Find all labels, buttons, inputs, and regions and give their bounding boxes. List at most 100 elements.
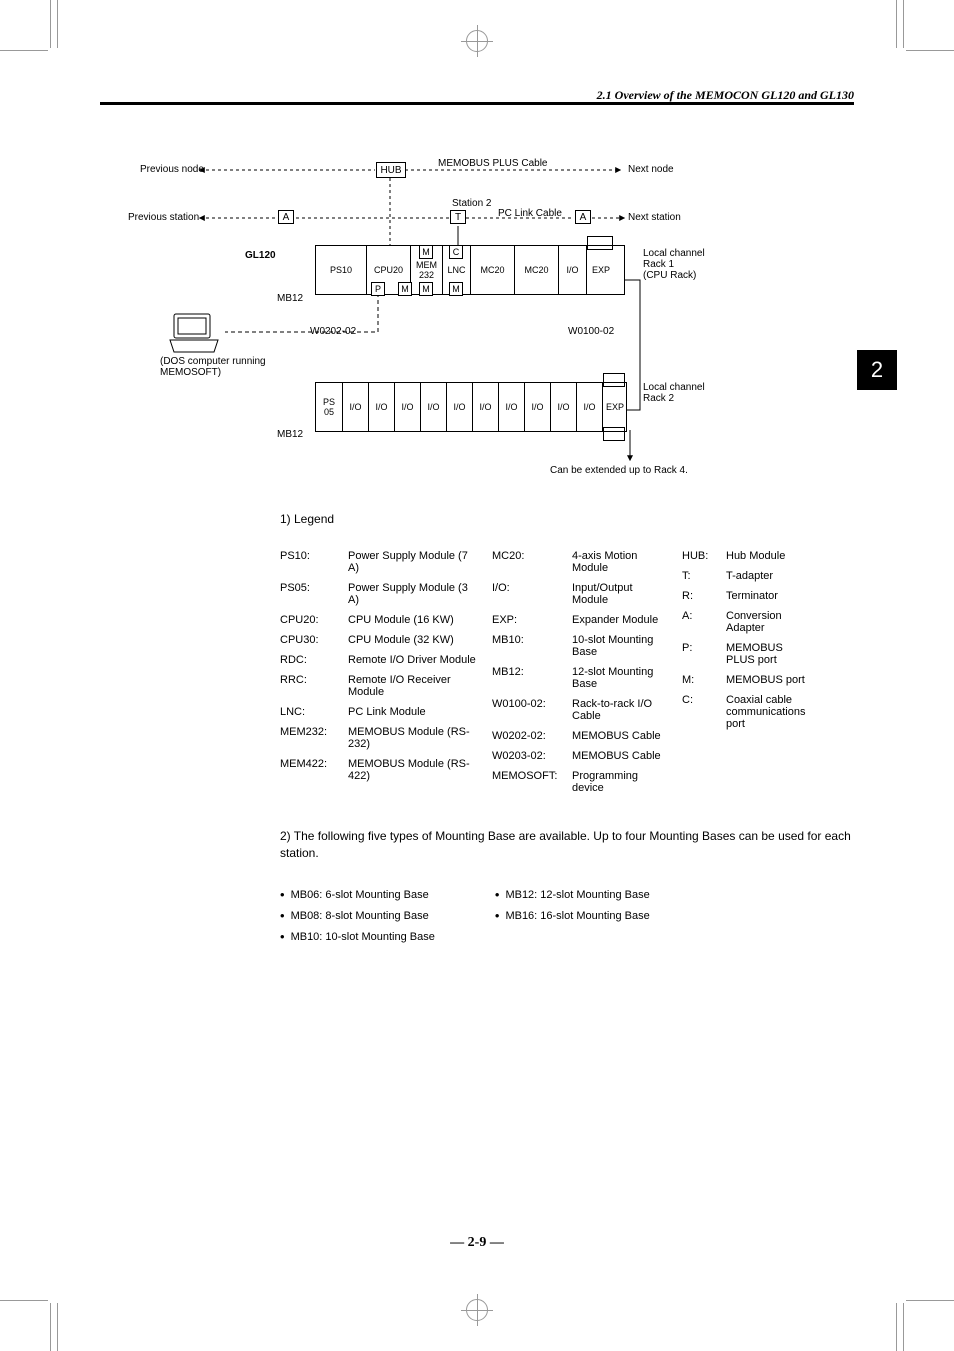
hub-box: HUB xyxy=(376,162,406,178)
page-number: — 2-9 — xyxy=(0,1235,954,1251)
local-ch-1: Local channel Rack 1 (CPU Rack) xyxy=(643,248,705,281)
dos-label: (DOS computer running MEMOSOFT) xyxy=(160,356,266,378)
crop-mark xyxy=(906,1300,954,1301)
legend-key: MEMOSOFT: xyxy=(492,770,562,794)
legend-key: RRC: xyxy=(280,674,338,698)
legend-key: HUB: xyxy=(682,550,716,562)
r2-slot-9: I/O xyxy=(550,383,576,431)
station2-label: Station 2 xyxy=(452,198,491,209)
legend-desc: Remote I/O Receiver Module xyxy=(348,674,478,698)
r2-slot-7: I/O xyxy=(498,383,524,431)
legend-desc: MEMOBUS Module (RS-422) xyxy=(348,758,478,782)
legend-key: A: xyxy=(682,610,716,634)
legend-key: W0203-02: xyxy=(492,750,562,762)
legend-desc: Terminator xyxy=(726,590,812,602)
legend-desc: Power Supply Module (3 A) xyxy=(348,582,478,606)
legend-col-3: HUB: Hub Module T: T-adapter R: Terminator A: C… xyxy=(682,550,812,794)
gl120-label: GL120 xyxy=(245,250,276,261)
legend-desc: 4-axis Motion Module xyxy=(572,550,668,574)
memobus-cable-label: MEMOBUS PLUS Cable xyxy=(438,158,547,169)
list-item: MB12: 12-slot Mounting Base xyxy=(495,886,650,901)
legend-key: I/O: xyxy=(492,582,562,606)
slot-mc20-1: MC20 xyxy=(470,246,514,294)
legend-desc: CPU Module (16 KW) xyxy=(348,614,478,626)
port-p: P xyxy=(371,282,385,296)
list-item: MB16: 16-slot Mounting Base xyxy=(495,907,650,922)
port-m2: M xyxy=(398,282,412,296)
crop-mark xyxy=(903,0,904,48)
legend-key: R: xyxy=(682,590,716,602)
slot-io: I/O xyxy=(558,246,586,294)
legend-key: MEM422: xyxy=(280,758,338,782)
legend-key: LNC: xyxy=(280,706,338,718)
rack-1: PS10 CPU20 MEM 232 LNC MC20 MC20 I/O EXP xyxy=(315,245,625,295)
legend-key: PS10: xyxy=(280,550,338,574)
port-m3: M xyxy=(419,282,433,296)
crop-mark xyxy=(903,1303,904,1351)
legend-table: PS10: Power Supply Module (7 A) PS05: Power… xyxy=(280,550,854,794)
list-item: MB06: 6-slot Mounting Base xyxy=(280,886,435,901)
next-station-label: Next station xyxy=(628,212,681,223)
computer-icon xyxy=(168,312,224,356)
port-m4: M xyxy=(449,282,463,296)
legend-desc: Hub Module xyxy=(726,550,812,562)
legend-desc: Remote I/O Driver Module xyxy=(348,654,478,666)
legend-desc: Power Supply Module (7 A) xyxy=(348,550,478,574)
legend-desc: Input/Output Module xyxy=(572,582,668,606)
exp-connector-3 xyxy=(603,427,625,441)
legend-key: CPU30: xyxy=(280,634,338,646)
legend-col-2: MC20:4-axis Motion ModuleI/O:Input/Outpu… xyxy=(492,550,668,794)
crop-mark xyxy=(896,0,897,48)
note-2: 2) The following five types of Mounting … xyxy=(280,828,854,862)
legend-desc: Programming device xyxy=(572,770,668,794)
slot-ps10: PS10 xyxy=(316,246,366,294)
exp-connector-2 xyxy=(603,373,625,387)
legend-key: W0202-02: xyxy=(492,730,562,742)
pc-link-cable-label: PC Link Cable xyxy=(498,208,562,219)
exp-connector xyxy=(587,236,613,250)
list-item: MB10: 10-slot Mounting Base xyxy=(280,928,435,943)
legend-desc: MEMOBUS PLUS port xyxy=(726,642,812,666)
crop-mark xyxy=(896,1303,897,1351)
r2-slot-6: I/O xyxy=(472,383,498,431)
legend-key: W0100-02: xyxy=(492,698,562,722)
a-adapter-2: A xyxy=(575,210,591,224)
prev-station-label: Previous station xyxy=(128,212,199,223)
header-rule xyxy=(100,102,854,105)
legend-desc: Rack-to-rack I/O Cable xyxy=(572,698,668,722)
r2-slot-4: I/O xyxy=(420,383,446,431)
legend-key: M: xyxy=(682,674,716,686)
prev-node-label: Previous node xyxy=(140,164,204,175)
legend-desc: Expander Module xyxy=(572,614,668,626)
crop-mark xyxy=(57,1303,58,1351)
legend-key: P: xyxy=(682,642,716,666)
slot-exp: EXP xyxy=(586,246,615,294)
legend-desc: 12-slot Mounting Base xyxy=(572,666,668,690)
mb12-label-1: MB12 xyxy=(277,293,303,304)
t-adapter: T xyxy=(450,210,466,224)
legend-desc: T-adapter xyxy=(726,570,812,582)
port-m1: M xyxy=(419,245,433,259)
legend-desc: Conversion Adapter xyxy=(726,610,812,634)
slot-mc20-2: MC20 xyxy=(514,246,558,294)
legend-key: MB10: xyxy=(492,634,562,658)
legend-key: EXP: xyxy=(492,614,562,626)
crop-mark xyxy=(50,0,51,48)
registration-mark xyxy=(466,1299,488,1321)
list-item: MB08: 8-slot Mounting Base xyxy=(280,907,435,922)
legend-key: PS05: xyxy=(280,582,338,606)
page-header: 2.1 Overview of the MEMOCON GL120 and GL… xyxy=(597,88,854,103)
legend-key: T: xyxy=(682,570,716,582)
legend-desc: MEMOBUS Cable xyxy=(572,730,668,742)
r2-slot-0: PS 05 xyxy=(316,383,342,431)
legend-desc: MEMOBUS port xyxy=(726,674,812,686)
a-adapter-1: A xyxy=(278,210,294,224)
legend-desc: CPU Module (32 KW) xyxy=(348,634,478,646)
crop-mark xyxy=(0,50,48,51)
r2-slot-11: EXP xyxy=(602,383,627,431)
legend-key: C: xyxy=(682,694,716,730)
r2-slot-10: I/O xyxy=(576,383,602,431)
crop-mark xyxy=(57,0,58,48)
legend-desc: MEMOBUS Module (RS-232) xyxy=(348,726,478,750)
legend-desc: Coaxial cable communica­tions port xyxy=(726,694,812,730)
